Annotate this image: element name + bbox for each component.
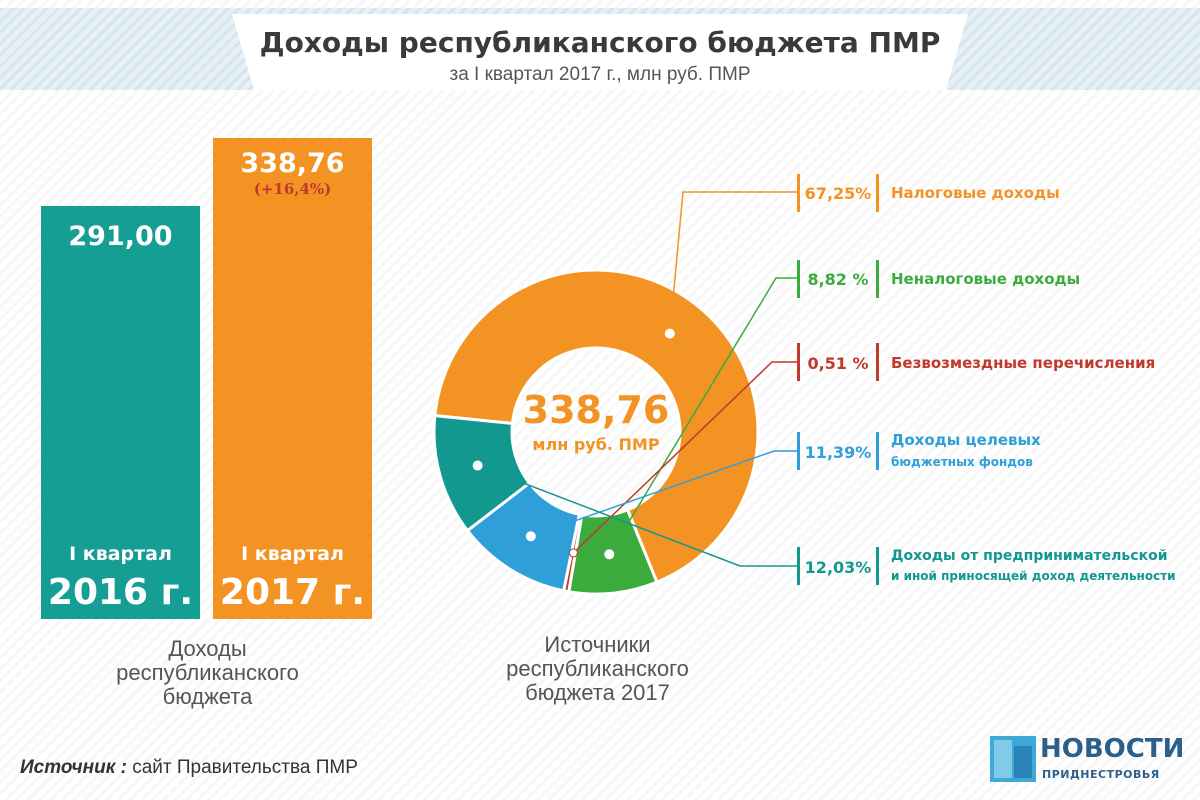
legend-marker-nontax — [797, 260, 800, 298]
legend-divider-funds — [876, 432, 879, 470]
logo-icon — [990, 736, 1036, 782]
leader-line-transfers — [572, 361, 797, 554]
leader-dot-business — [472, 460, 483, 471]
donut-caption-line-2: республиканского — [506, 656, 689, 681]
legend-pct-transfers: 0,51 % — [807, 354, 869, 373]
bar-2016: 291,00 I квартал 2016 г. — [41, 206, 200, 619]
legend-marker-transfers — [797, 343, 800, 381]
legend-label-nontax: Неналоговые доходы — [891, 270, 1081, 288]
page-subtitle: за I квартал 2017 г., млн руб. ПМР — [449, 64, 751, 85]
legend-divider-business — [876, 547, 879, 585]
bar-caption-line-1: Доходы — [168, 636, 247, 661]
donut-chart-caption: Источники республиканского бюджета 2017 — [440, 633, 755, 705]
source-note: Источник : сайт Правительства ПМР — [20, 757, 358, 779]
leader-line-tax — [669, 191, 797, 334]
legend-label-business-line2: и иной приносящей доход деятельности — [891, 569, 1176, 583]
legend-label-funds: Доходы целевых — [891, 431, 1041, 449]
logo-sub: ПРИДНЕСТРОВЬЯ — [1042, 768, 1160, 781]
legend-marker-business — [797, 547, 800, 585]
legend-divider-nontax — [876, 260, 879, 298]
donut-caption-line-1: Источники — [544, 632, 651, 657]
bar-quarter-2016: I квартал — [69, 543, 172, 565]
logo[interactable]: НОВОСТИ ПРИДНЕСТРОВЬЯ — [990, 734, 1190, 784]
legend-divider-transfers — [876, 343, 879, 381]
legend-pct-tax: 67,25% — [804, 184, 872, 203]
legend-pct-funds: 11,39% — [804, 443, 872, 462]
bar-caption-line-3: бюджета — [162, 684, 253, 709]
leader-dot-tax — [664, 328, 675, 339]
bar-year-2016: 2016 г. — [47, 572, 194, 613]
legend-label-funds-line2: бюджетных фондов — [891, 455, 1033, 469]
donut-center-value: 338,76 — [522, 388, 670, 432]
leader-line-nontax — [608, 277, 797, 555]
legend-pct-business: 12,03% — [804, 558, 872, 577]
bar-2017: 338,76 (+16,4%) I квартал 2017 г. — [213, 138, 372, 619]
legend-label-business: Доходы от предпринимательской — [891, 548, 1168, 564]
bar-value-2017: 338,76 — [240, 148, 345, 179]
legend-marker-tax — [797, 174, 800, 212]
page-title: Доходы республиканского бюджета ПМР — [259, 26, 941, 59]
legend-label-tax: Налоговые доходы — [891, 184, 1060, 202]
leader-dot-funds — [525, 531, 536, 542]
bar-year-2017: 2017 г. — [219, 572, 366, 613]
donut-caption-line-3: бюджета 2017 — [525, 680, 670, 705]
donut-slice-tax — [433, 268, 760, 585]
leader-line-business — [477, 464, 797, 567]
legend-marker-funds — [797, 432, 800, 470]
bar-chart-caption: Доходы республиканского бюджета — [40, 637, 375, 709]
legend-divider-tax — [876, 174, 879, 212]
header: Доходы республиканского бюджета ПМР за I… — [232, 14, 968, 90]
leader-dot-transfers — [568, 548, 578, 558]
legend-pct-nontax: 8,82 % — [807, 270, 869, 289]
source-text: сайт Правительства ПМР — [126, 757, 358, 778]
bar-caption-line-2: республиканского — [116, 660, 299, 685]
source-label: Источник : — [20, 757, 127, 778]
donut-center-unit: млн руб. ПМР — [532, 435, 660, 454]
legend-label-transfers: Безвозмездные перечисления — [891, 354, 1156, 372]
leader-line-funds — [530, 450, 797, 538]
logo-name: НОВОСТИ — [1040, 734, 1185, 764]
bar-quarter-2017: I квартал — [241, 543, 344, 565]
bar-value-2016: 291,00 — [68, 221, 173, 252]
donut-slice-business — [432, 413, 532, 533]
bar-change-2017: (+16,4%) — [253, 180, 332, 198]
leader-dot-nontax — [604, 549, 615, 560]
